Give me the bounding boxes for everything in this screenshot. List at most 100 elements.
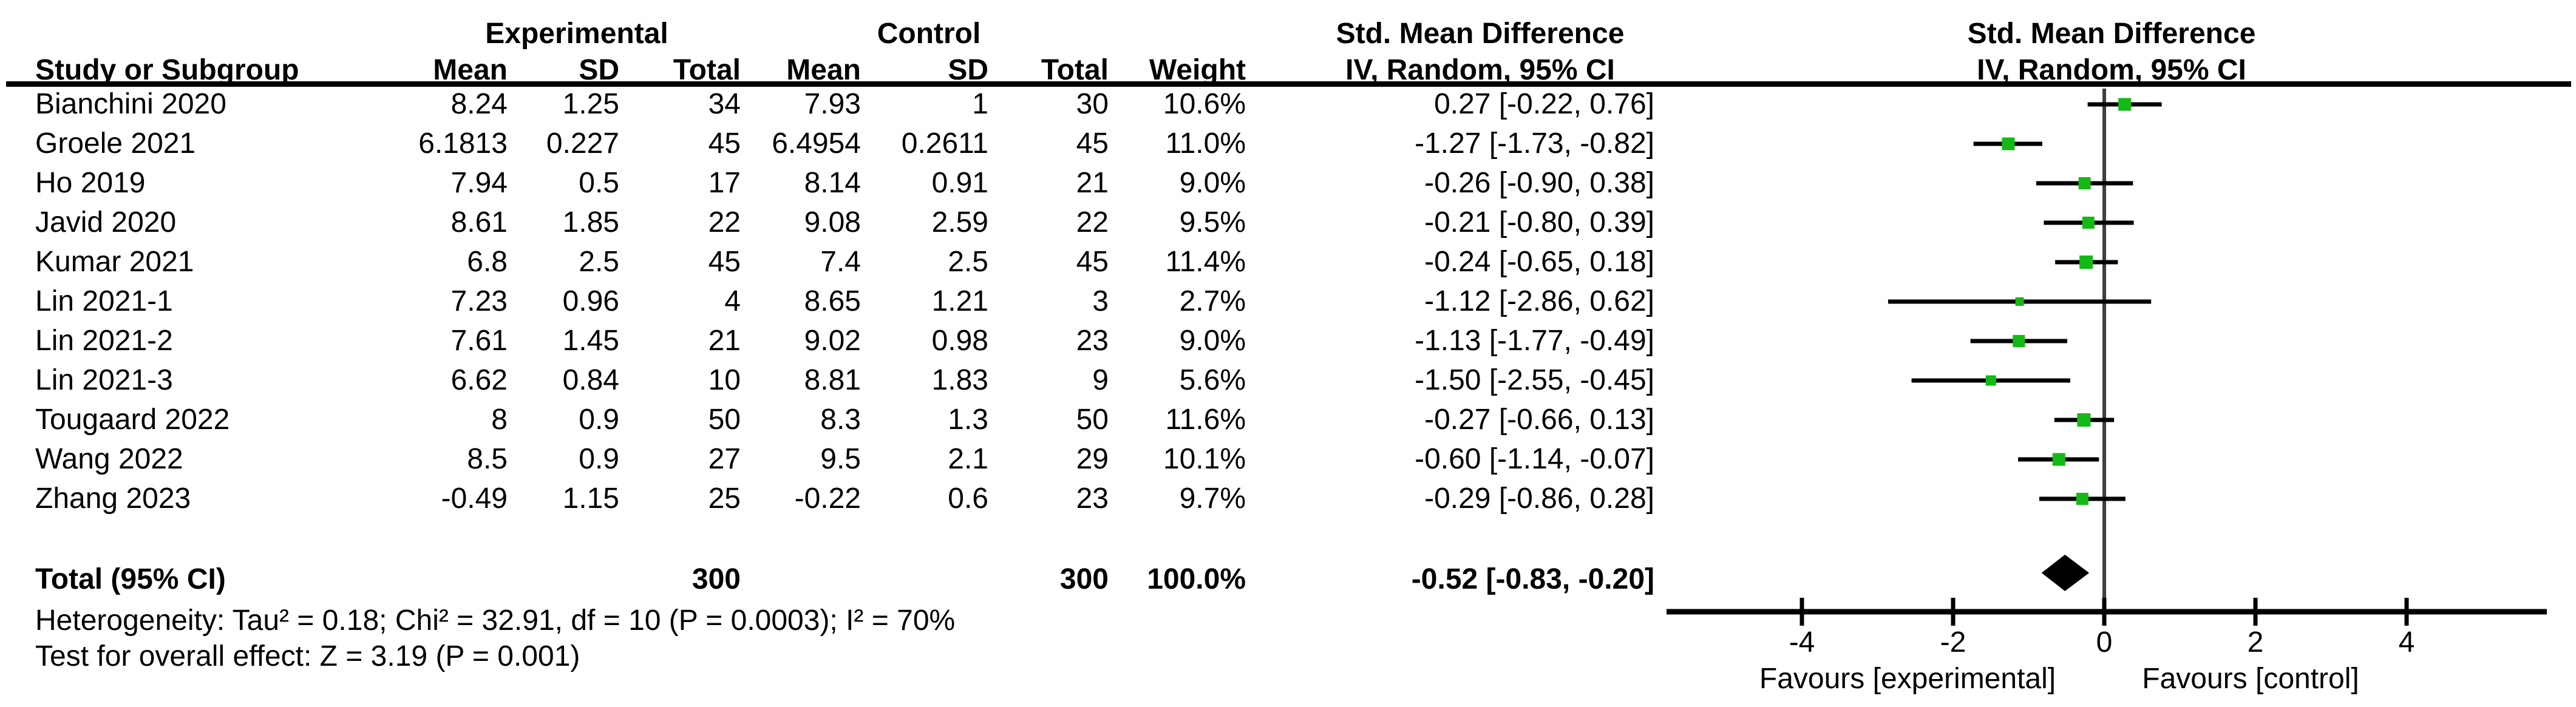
study-ctrl-total: 23 — [1076, 482, 1109, 515]
study-ctrl-mean: 6.4954 — [772, 127, 861, 160]
study-name: Lin 2021-1 — [35, 285, 173, 317]
study-exp-mean: 6.1813 — [418, 127, 508, 160]
x-axis-tick-label: -2 — [1940, 626, 1966, 658]
study-exp-total: 10 — [708, 364, 741, 396]
x-axis-tick-label: 2 — [2248, 626, 2264, 658]
effect-square — [2078, 177, 2091, 189]
effect-square — [2013, 335, 2025, 347]
study-ctrl-total: 21 — [1076, 167, 1109, 199]
study-name: Wang 2022 — [35, 443, 183, 475]
study-exp-mean: 8.24 — [450, 88, 508, 120]
study-exp-sd: 0.84 — [562, 364, 619, 396]
study-weight: 10.6% — [1163, 88, 1246, 120]
group-header-experimental: Experimental — [485, 18, 668, 50]
study-exp-total: 21 — [708, 325, 741, 357]
effect-square — [2052, 453, 2065, 466]
header-rule — [6, 81, 2571, 87]
study-ci: -0.26 [-0.90, 0.38] — [1424, 167, 1654, 199]
effect-square — [2082, 217, 2095, 229]
study-ctrl-sd: 1 — [972, 88, 988, 120]
study-ctrl-mean: 8.3 — [820, 404, 861, 436]
study-ci: -1.27 [-1.73, -0.82] — [1415, 127, 1654, 160]
study-ctrl-total: 29 — [1076, 443, 1109, 475]
study-exp-total: 27 — [708, 443, 741, 475]
study-ci: -1.50 [-2.55, -0.45] — [1415, 364, 1654, 396]
study-exp-total: 17 — [708, 167, 741, 199]
effect-square — [2079, 255, 2093, 269]
study-exp-mean: -0.49 — [441, 482, 508, 515]
effect-square — [2002, 137, 2015, 151]
column-header-exp-total: Total — [673, 54, 741, 86]
column-header-ctrl-total: Total — [1041, 54, 1109, 86]
x-axis-tick-label: -4 — [1789, 626, 1815, 658]
group-header-control: Control — [877, 18, 981, 50]
study-name: Groele 2021 — [35, 127, 196, 160]
study-weight: 9.5% — [1179, 206, 1246, 238]
favours-left-label: Favours [experimental] — [1759, 663, 2056, 695]
study-exp-mean: 7.23 — [450, 285, 508, 317]
study-weight: 11.0% — [1165, 127, 1246, 160]
study-weight: 9.0% — [1179, 325, 1246, 357]
study-exp-total: 45 — [708, 127, 741, 160]
study-ctrl-sd: 2.1 — [948, 443, 988, 475]
study-ctrl-mean: -0.22 — [794, 482, 861, 515]
study-exp-sd: 0.227 — [546, 127, 619, 160]
study-ci: 0.27 [-0.22, 0.76] — [1434, 88, 1654, 120]
study-name: Zhang 2023 — [35, 482, 191, 515]
effect-square — [2118, 98, 2132, 111]
study-exp-sd: 0.9 — [579, 404, 619, 436]
study-ctrl-sd: 2.59 — [931, 206, 988, 238]
study-ctrl-mean: 9.5 — [820, 443, 861, 475]
total-exp-total: 300 — [692, 563, 741, 595]
study-exp-sd: 0.9 — [579, 443, 619, 475]
effect-square — [1985, 375, 1996, 386]
study-ctrl-sd: 1.3 — [948, 404, 988, 436]
study-ctrl-sd: 0.6 — [948, 482, 988, 515]
column-header-ctrl-sd: SD — [948, 54, 988, 86]
study-ctrl-total: 45 — [1076, 127, 1109, 160]
study-ctrl-sd: 0.2611 — [901, 127, 988, 160]
study-exp-sd: 1.25 — [562, 88, 619, 120]
x-axis-tick-label: 0 — [2096, 626, 2113, 658]
study-exp-sd: 0.96 — [562, 285, 619, 317]
study-exp-mean: 7.61 — [450, 325, 508, 357]
study-name: Tougaard 2022 — [35, 404, 230, 436]
study-ci: -0.60 [-1.14, -0.07] — [1415, 443, 1654, 475]
study-ci: -0.27 [-0.66, 0.13] — [1424, 404, 1654, 436]
study-name: Kumar 2021 — [35, 246, 194, 278]
study-weight: 2.7% — [1179, 285, 1246, 317]
study-weight: 9.7% — [1179, 482, 1246, 515]
study-exp-total: 50 — [708, 404, 741, 436]
study-exp-mean: 6.62 — [450, 364, 508, 396]
total-weight: 100.0% — [1147, 563, 1246, 595]
column-header-exp-mean: Mean — [433, 54, 508, 86]
total-label: Total (95% CI) — [35, 563, 226, 595]
study-exp-mean: 8.5 — [467, 443, 508, 475]
study-ctrl-total: 45 — [1076, 246, 1109, 278]
column-header-study: Study or Subgroup — [35, 54, 299, 86]
favours-right-label: Favours [control] — [2142, 663, 2359, 695]
heterogeneity-note: Heterogeneity: Tau² = 0.18; Chi² = 32.91… — [35, 604, 956, 637]
study-ctrl-sd: 1.21 — [931, 285, 988, 317]
effect-square — [2076, 493, 2088, 505]
study-exp-sd: 1.15 — [562, 482, 619, 515]
study-exp-sd: 0.5 — [579, 167, 619, 199]
study-ctrl-sd: 1.83 — [931, 364, 988, 396]
study-exp-mean: 6.8 — [467, 246, 508, 278]
effect-square — [2077, 413, 2091, 427]
study-ctrl-sd: 0.91 — [931, 167, 988, 199]
study-weight: 11.4% — [1165, 246, 1246, 278]
study-weight: 10.1% — [1163, 443, 1246, 475]
study-exp-total: 45 — [708, 246, 741, 278]
column-header-ctrl-mean: Mean — [786, 54, 861, 86]
column-header-ci-plot: IV, Random, 95% CI — [1977, 54, 2246, 86]
study-ctrl-total: 23 — [1076, 325, 1109, 357]
study-ctrl-sd: 0.98 — [931, 325, 988, 357]
study-ci: -1.13 [-1.77, -0.49] — [1415, 325, 1654, 357]
study-exp-total: 4 — [724, 285, 741, 317]
study-ctrl-total: 22 — [1076, 206, 1109, 238]
study-name: Lin 2021-2 — [35, 325, 173, 357]
study-weight: 5.6% — [1179, 364, 1246, 396]
